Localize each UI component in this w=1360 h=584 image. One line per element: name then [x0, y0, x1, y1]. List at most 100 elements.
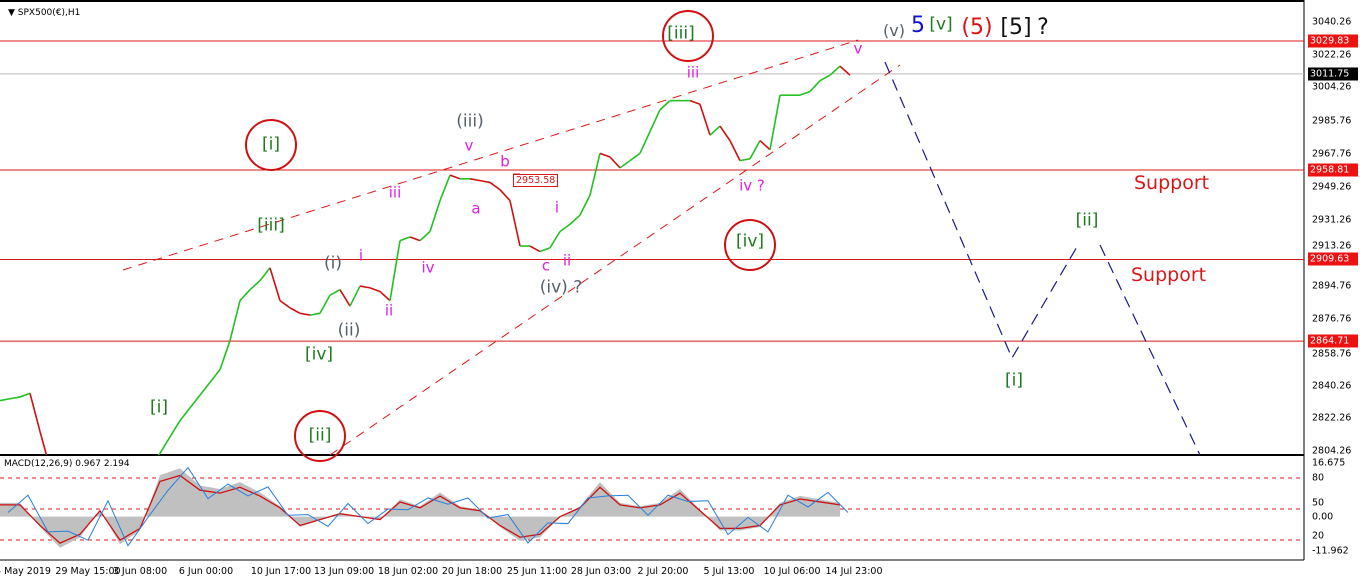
price-segment [229, 300, 241, 341]
wave-label: b [500, 152, 510, 171]
price-segment [159, 436, 171, 454]
time-tick-label: 13 Jun 09:00 [313, 566, 375, 577]
price-segment [619, 159, 631, 169]
price-segment [529, 245, 541, 253]
price-segment [479, 179, 491, 184]
price-segment [379, 290, 391, 302]
wave-label: iii [388, 183, 402, 202]
projection-path [884, 61, 1079, 360]
price-tick-label: 2894.76 [1312, 280, 1352, 292]
price-segment [599, 152, 611, 158]
wave-label: 5 [911, 13, 925, 38]
price-segment [719, 125, 731, 142]
wave-label: iv [421, 258, 435, 277]
price-segment [609, 156, 621, 169]
price-segment [469, 178, 481, 182]
wave-label: [i] [1005, 370, 1023, 391]
wave-circle [245, 119, 297, 171]
price-segment [799, 90, 811, 96]
wave-label: [iv] [304, 344, 334, 365]
price-segment [329, 288, 341, 296]
wave-label: (iv) ? [539, 277, 583, 298]
support-label: Support [1131, 264, 1207, 286]
price-segment [319, 294, 331, 314]
price-segment [9, 396, 21, 400]
price-segment [349, 285, 361, 307]
price-segment [549, 231, 561, 249]
price-segment [259, 267, 271, 282]
projection-path [1099, 244, 1201, 456]
price-tick-label: 2913.26 [1312, 240, 1352, 252]
time-tick-label: 2 Jul 20:00 [637, 566, 689, 577]
circled-wave-label: [ii] [308, 425, 332, 446]
price-tick-label: 2876.76 [1312, 313, 1352, 325]
current-price-label: 3011.75 [1308, 67, 1358, 81]
time-tick-label: 10 Jul 06:00 [763, 566, 821, 577]
price-segment [189, 394, 201, 409]
wave-circle [662, 10, 714, 62]
symbol-label[interactable]: ▼ SPX500(€),H1 [8, 9, 80, 18]
wave-label: v [853, 39, 863, 58]
price-segment [749, 140, 761, 160]
macd-level-label: 20 [1312, 530, 1325, 542]
support-label: Support [1134, 172, 1210, 194]
price-tick-label: 3022.26 [1312, 49, 1352, 61]
price-segment [649, 109, 661, 132]
price-segment [639, 131, 651, 154]
level-price-label: 2909.63 [1308, 252, 1358, 266]
price-segment [809, 80, 821, 93]
upper-trendline [122, 39, 859, 271]
wave-label: c [541, 256, 551, 275]
price-segment [449, 174, 461, 180]
lower-trendline [329, 64, 901, 456]
price-segment [559, 223, 571, 233]
price-segment [579, 194, 591, 216]
price-segment [199, 381, 211, 396]
price-segment [839, 65, 851, 76]
wave-label: iii [686, 63, 700, 82]
wave-label: (i) [324, 253, 342, 274]
wave-label: [5] [1000, 15, 1032, 40]
time-tick-label: 20 Jun 18:00 [441, 566, 503, 577]
macd-level-label: 80 [1312, 472, 1325, 484]
wave-label: ii [384, 301, 394, 320]
wave-label: [v] [929, 14, 953, 35]
time-tick-label: 18 Jun 02:00 [377, 566, 439, 577]
price-segment [819, 74, 831, 82]
price-segment [589, 153, 601, 196]
price-segment [569, 214, 581, 225]
price-segment [439, 174, 451, 201]
dropdown-triangle-icon[interactable]: ▼ [8, 8, 15, 18]
time-tick-label: 6 Jun 00:00 [178, 566, 234, 577]
time-tick-label: 14 Jul 23:00 [825, 566, 883, 577]
wave-label: i [554, 198, 560, 217]
price-segment [499, 189, 511, 202]
time-tick-label: 29 May 15:00 [55, 566, 121, 577]
wave-label: [i] [150, 397, 168, 418]
price-tick-label: 2804.26 [1312, 445, 1352, 457]
price-segment [309, 312, 321, 316]
wave-label: [iii] [257, 215, 285, 236]
price-tick-label: 2822.26 [1312, 412, 1352, 424]
macd-zero-label: 0.00 [1312, 511, 1334, 523]
level-price-label: 3029.83 [1308, 34, 1358, 48]
price-segment [19, 392, 31, 398]
macd-max-label: 16.675 [1312, 457, 1346, 469]
wave-label: [ii] [1075, 210, 1099, 231]
price-segment [209, 369, 221, 383]
price-segment [269, 267, 281, 301]
circled-wave-label: [iv] [735, 231, 765, 252]
wave-label: (ii) [337, 320, 361, 341]
price-segment [729, 140, 741, 161]
price-tick-label: 2985.76 [1312, 115, 1352, 127]
price-segment [339, 289, 351, 307]
wave-label: a [471, 199, 481, 218]
price-segment [659, 100, 671, 111]
macd-main-line [7, 466, 849, 547]
time-tick-label: 28 Jun 03:00 [570, 566, 632, 577]
price-tick-label: 2840.26 [1312, 380, 1352, 392]
price-segment [359, 285, 371, 289]
time-tick-label: 25 Jun 11:00 [506, 566, 568, 577]
